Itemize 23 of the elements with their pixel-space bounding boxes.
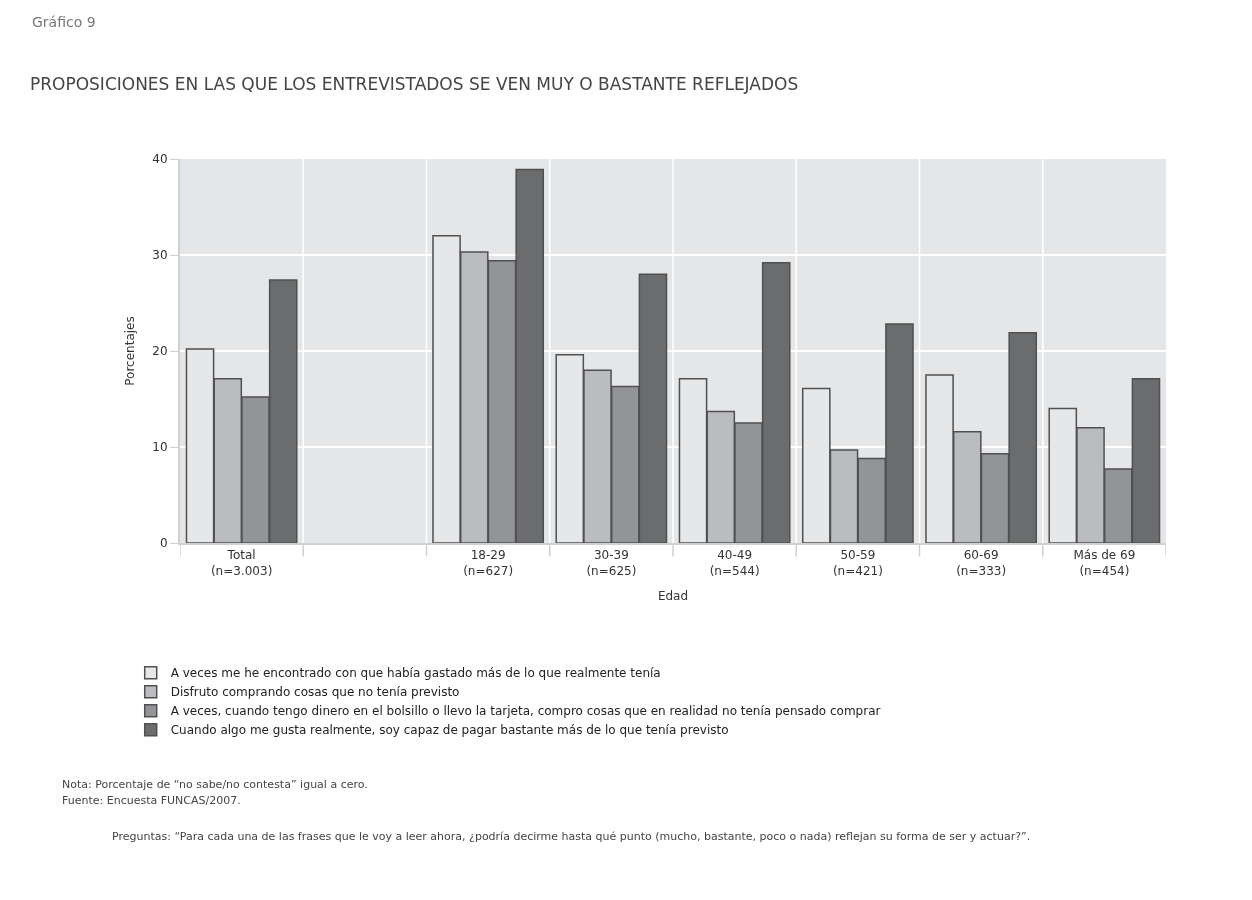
x-tick-label: 60-69 (n=333) — [956, 548, 1007, 578]
y-tick-label: 0 — [159, 536, 168, 551]
legend-label: Cuando algo me gusta realmente, soy capaz de pagar bastante más de lo que tenía previsto — [170, 723, 729, 738]
x-tick-label: Más de 69 (n=454) — [1073, 548, 1136, 578]
y-tick-label: 40 — [152, 152, 168, 167]
chart-title: PROPOSICIONES EN LAS QUE LOS ENTREVISTADOS SE VEN MUY O BASTANTE REFLEJADOS — [30, 73, 799, 94]
legend-label: A veces me he encontrado con que había gastado más de lo que realmente tenía — [170, 666, 661, 681]
legend-label: A veces, cuando tengo dinero en el bolsillo o llevo la tarjeta, compro cosas que en realidad no tenía pensado comprar — [170, 704, 881, 719]
y-tick-label: 20 — [152, 344, 168, 359]
x-tick-label: 50-59 (n=421) — [832, 548, 883, 578]
x-tick-label: 40-49 (n=544) — [709, 548, 760, 578]
y-tick-label: 10 — [152, 440, 168, 455]
x-tick-label: Total (n=3.003) — [210, 548, 273, 578]
text: Gráfico 9 — [32, 14, 96, 30]
x-tick-label: 30-39 (n=625) — [586, 548, 637, 578]
x-tick-label: 18-29 (n=627) — [463, 548, 514, 578]
text: Preguntas: “Para cada una de las frases que le voy a leer ahora, ¿podría decirme hasta qué punto (mucho, bastante, poco o nada) reflejan su forma de ser y actuar?”. — [112, 830, 1031, 843]
text: Nota: Porcentaje de “no sabe/no contesta” igual a cero. — [62, 778, 368, 791]
legend-label: Disfruto comprando cosas que no tenía previsto — [170, 685, 460, 700]
x-axis-title: Edad — [657, 589, 689, 604]
source-note: Fuente: Encuesta FUNCAS/2007. — [62, 794, 241, 807]
y-tick-label: 30 — [152, 248, 168, 263]
y-axis-title: Porcentajes — [123, 316, 138, 386]
